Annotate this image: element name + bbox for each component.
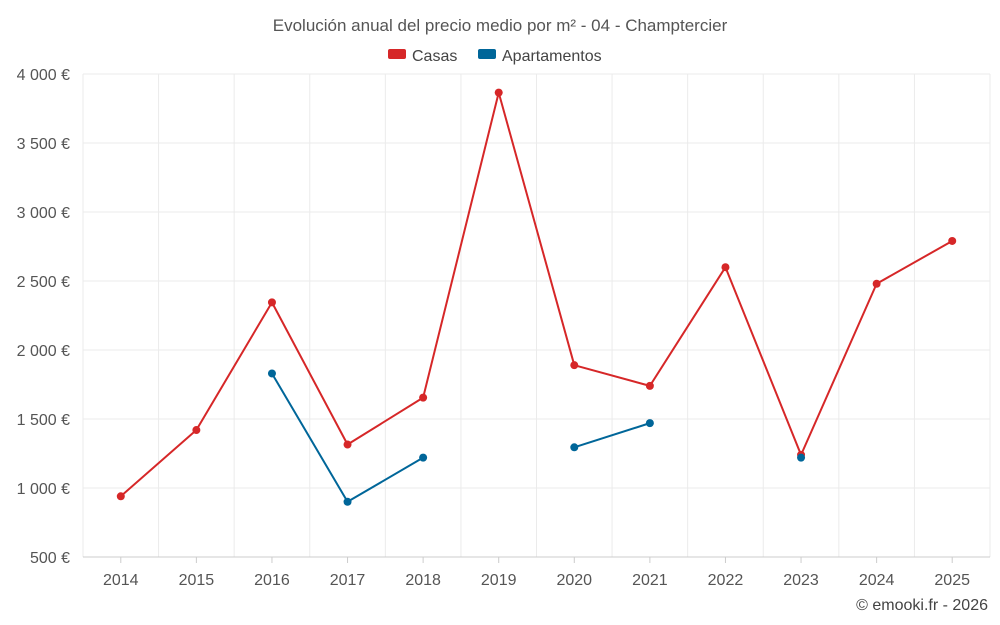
y-tick-label: 2 000 € — [17, 343, 70, 360]
data-point-apartamentos — [797, 453, 806, 462]
data-point-casas — [343, 440, 352, 449]
x-tick-label: 2015 — [179, 572, 215, 589]
chart-title: Evolución anual del precio medio por m² … — [273, 16, 728, 35]
y-axis: 500 € 1 000 € 1 500 € 2 000 € 2 500 € 3 000 €… — [17, 67, 70, 567]
y-tick-label: 1 500 € — [17, 412, 70, 429]
series-layer — [116, 88, 957, 506]
x-tick-label: 2025 — [934, 572, 970, 589]
x-tick-label: 2024 — [859, 572, 895, 589]
legend-swatch — [478, 49, 496, 59]
y-tick-label: 3 500 € — [17, 136, 70, 153]
legend-swatch — [388, 49, 406, 59]
x-axis: 2014 2015 2016 2017 2018 2019 2020 2021 2022 2023… — [103, 557, 970, 589]
x-tick-label: 2019 — [481, 572, 517, 589]
data-point-casas — [116, 492, 125, 501]
y-tick-label: 3 000 € — [17, 205, 70, 222]
y-tick-label: 2 500 € — [17, 274, 70, 291]
data-point-casas — [645, 381, 654, 390]
series-line-apartamentos — [271, 372, 424, 503]
series-line-casas — [120, 91, 953, 498]
data-point-casas — [419, 393, 428, 402]
x-tick-label: 2021 — [632, 572, 668, 589]
data-point-apartamentos — [343, 497, 352, 506]
legend-label: Apartamentos — [502, 48, 602, 65]
x-tick-label: 2023 — [783, 572, 819, 589]
y-tick-label: 500 € — [30, 550, 70, 567]
data-point-apartamentos — [645, 419, 654, 428]
series-casas — [116, 88, 957, 501]
data-point-casas — [192, 426, 201, 435]
series-line-apartamentos — [573, 422, 651, 449]
grid — [82, 73, 991, 558]
y-tick-label: 1 000 € — [17, 481, 70, 498]
data-point-apartamentos — [419, 453, 428, 462]
data-point-apartamentos — [570, 443, 579, 452]
data-point-casas — [267, 298, 276, 307]
data-point-casas — [721, 263, 730, 272]
x-tick-label: 2022 — [708, 572, 744, 589]
data-point-apartamentos — [267, 369, 276, 378]
x-tick-label: 2020 — [556, 572, 592, 589]
x-tick-label: 2016 — [254, 572, 290, 589]
legend: Casas Apartamentos — [388, 48, 602, 65]
data-point-casas — [872, 279, 881, 288]
x-tick-label: 2017 — [330, 572, 366, 589]
credit-text: © emooki.fr - 2026 — [856, 597, 988, 614]
data-point-casas — [570, 361, 579, 370]
legend-label: Casas — [412, 48, 457, 65]
series-apartamentos — [267, 369, 806, 506]
y-tick-label: 4 000 € — [17, 67, 70, 84]
legend-item-casas: Casas — [388, 48, 457, 65]
data-point-casas — [948, 236, 957, 245]
legend-item-apartamentos: Apartamentos — [478, 48, 602, 65]
x-tick-label: 2014 — [103, 572, 139, 589]
data-point-casas — [494, 88, 503, 97]
x-tick-label: 2018 — [405, 572, 441, 589]
